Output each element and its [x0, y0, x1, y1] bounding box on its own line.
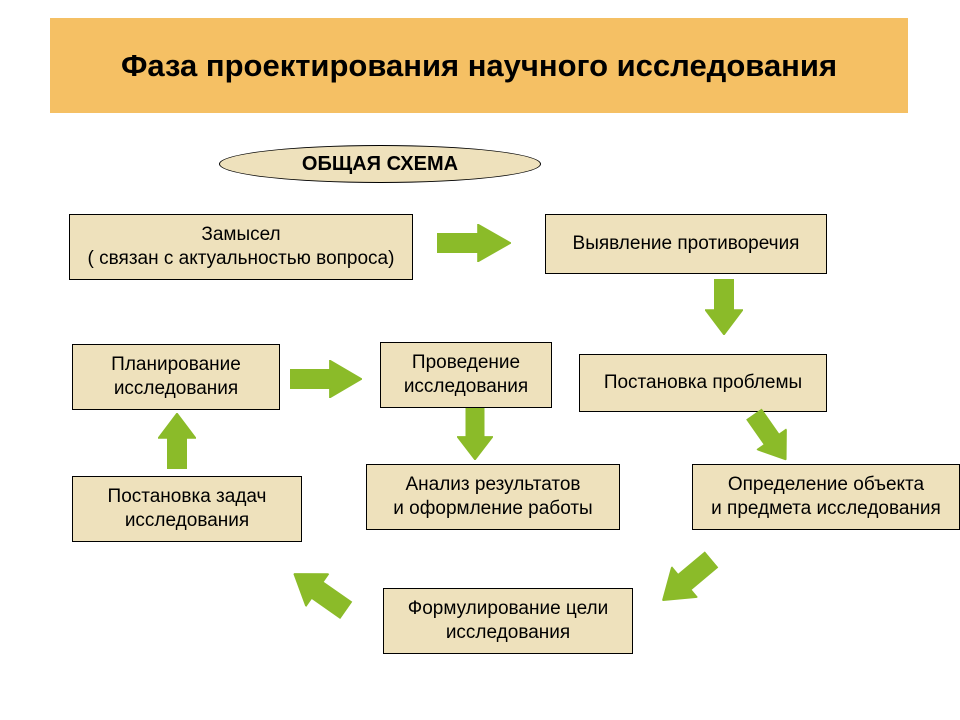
flow-node-n3: Постановка проблемы: [579, 354, 827, 412]
flow-node-n6: Постановка задач исследования: [72, 476, 302, 542]
arrow-icon: [650, 544, 725, 616]
flow-arrow-a5: [282, 557, 357, 626]
flow-node-label: Определение объекта и предмета исследова…: [711, 473, 941, 521]
flow-node-n1: Замысел ( связан с актуальностью вопроса…: [69, 214, 413, 280]
arrow-icon: [437, 224, 511, 262]
flow-node-n7: Планирование исследования: [72, 344, 280, 410]
flow-arrow-a4: [650, 544, 725, 616]
flow-node-label: Выявление противоречия: [573, 232, 800, 256]
arrow-icon: [457, 408, 493, 460]
flow-arrow-a8: [457, 408, 493, 460]
flow-arrow-a6: [158, 413, 196, 469]
flow-arrow-a3: [739, 404, 801, 471]
arrow-icon: [705, 279, 743, 335]
arrow-icon: [158, 413, 196, 469]
arrow-icon: [290, 360, 362, 398]
arrow-icon: [739, 404, 801, 471]
arrow-icon: [282, 557, 357, 626]
flow-node-label: Формулирование цели исследования: [408, 597, 608, 645]
flow-node-label: Анализ результатов и оформление работы: [393, 473, 592, 521]
flow-arrow-a1: [437, 224, 511, 262]
page-title-text: Фаза проектирования научного исследовани…: [121, 48, 837, 84]
flow-node-n9: Анализ результатов и оформление работы: [366, 464, 620, 530]
flow-node-label: Планирование исследования: [111, 353, 241, 401]
subtitle-ellipse: ОБЩАЯ СХЕМА: [219, 145, 541, 183]
flow-node-n4: Определение объекта и предмета исследова…: [692, 464, 960, 530]
flow-node-label: Проведение исследования: [404, 351, 528, 399]
flow-node-label: Постановка проблемы: [604, 371, 802, 395]
subtitle-text: ОБЩАЯ СХЕМА: [302, 153, 458, 176]
flow-node-n5: Формулирование цели исследования: [383, 588, 633, 654]
flow-node-n2: Выявление противоречия: [545, 214, 827, 274]
flow-node-label: Замысел ( связан с актуальностью вопроса…: [88, 223, 395, 271]
flow-node-n8: Проведение исследования: [380, 342, 552, 408]
flow-arrow-a2: [705, 279, 743, 335]
page-title-banner: Фаза проектирования научного исследовани…: [50, 18, 908, 113]
flow-node-label: Постановка задач исследования: [108, 485, 267, 533]
flow-arrow-a7: [290, 360, 362, 398]
